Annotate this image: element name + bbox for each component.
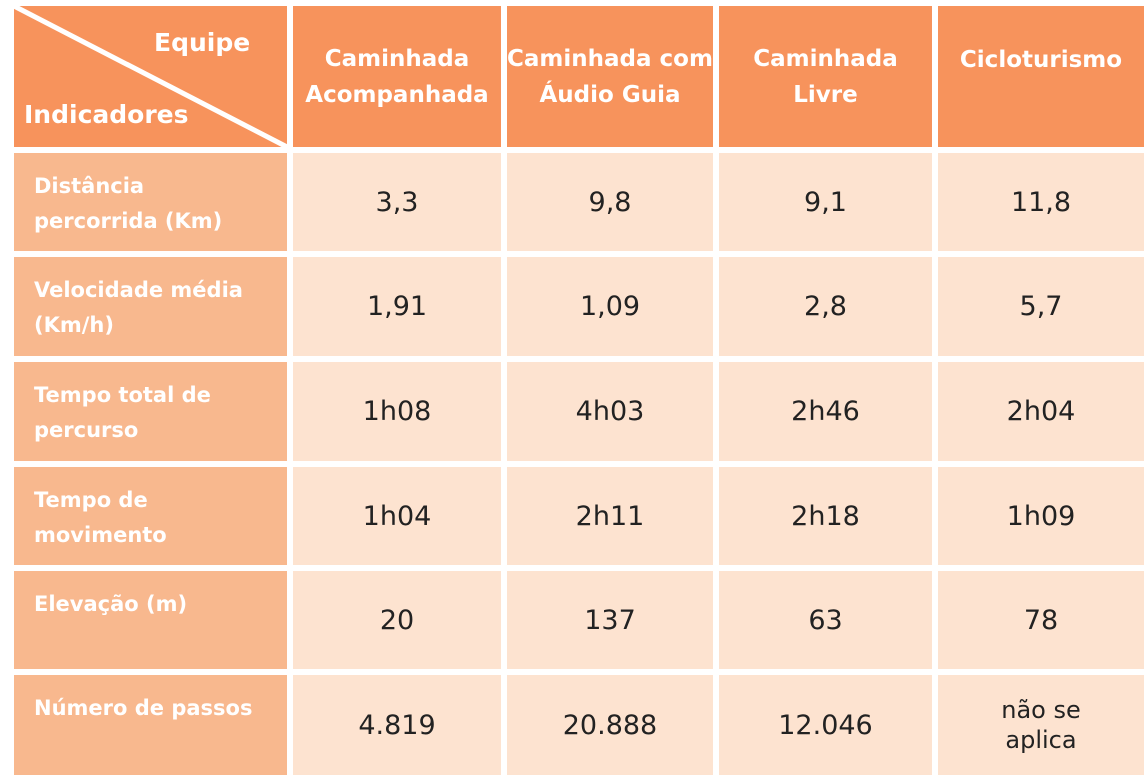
row-label: Velocidade média (Km/h) <box>14 257 287 356</box>
table-cell: 20.888 <box>507 675 713 775</box>
table-cell: 1,91 <box>293 257 501 356</box>
table-cell-line: aplica <box>1005 726 1077 754</box>
column-header-line: Áudio Guia <box>539 81 681 108</box>
table-cell: 4h03 <box>507 362 713 461</box>
table-cell: 12.046 <box>719 675 932 775</box>
table-corner-header: Equipe Indicadores <box>14 6 287 147</box>
table-cell: 1h04 <box>293 467 501 565</box>
table-cell: 2h04 <box>938 362 1144 461</box>
column-header-line: Cicloturismo <box>959 47 1123 73</box>
row-label: Tempo de movimento <box>14 467 287 565</box>
column-header: Caminhada Livre <box>719 6 932 147</box>
row-label: Número de passos <box>14 675 287 775</box>
table-cell: 2h18 <box>719 467 932 565</box>
table-cell: 4.819 <box>293 675 501 775</box>
row-label-line: Tempo de <box>34 488 148 512</box>
table-cell: 1,09 <box>507 257 713 356</box>
table-cell-line: não se <box>1001 696 1081 724</box>
table-cell: 9,8 <box>507 153 713 251</box>
table-cell: 3,3 <box>293 153 501 251</box>
row-label-line: Elevação (m) <box>34 592 188 616</box>
table-cell: 1h09 <box>938 467 1144 565</box>
corner-label-team: Equipe <box>154 28 251 57</box>
row-label-line: percurso <box>34 418 139 442</box>
row-label-line: Velocidade média <box>34 278 243 302</box>
row-label: Elevação (m) <box>14 571 287 669</box>
table-cell: 5,7 <box>938 257 1144 356</box>
table-cell: 9,1 <box>719 153 932 251</box>
row-label: Tempo total de percurso <box>14 362 287 461</box>
table-cell: 63 <box>719 571 932 669</box>
table-cell: 137 <box>507 571 713 669</box>
row-label-line: (Km/h) <box>34 313 114 337</box>
table-cell: 1h08 <box>293 362 501 461</box>
row-label-line: Número de passos <box>34 696 253 720</box>
table-cell: 2h11 <box>507 467 713 565</box>
row-label-line: Distância <box>34 174 145 198</box>
table-cell: 11,8 <box>938 153 1144 251</box>
column-header: Cicloturismo <box>938 6 1144 147</box>
row-label-line: Tempo total de <box>34 383 211 407</box>
column-header-line: Caminhada <box>753 45 898 72</box>
row-label-line: movimento <box>34 523 167 547</box>
indicators-table: Equipe Indicadores Caminhada Acompanhada… <box>14 6 1144 775</box>
table-cell: 2,8 <box>719 257 932 356</box>
column-header: Caminhada com Áudio Guia <box>507 6 713 147</box>
column-header: Caminhada Acompanhada <box>293 6 501 147</box>
table-cell: 2h46 <box>719 362 932 461</box>
column-header-line: Livre <box>793 81 858 108</box>
row-label-line: percorrida (Km) <box>34 209 223 233</box>
table-cell: 78 <box>938 571 1144 669</box>
table-cell: 20 <box>293 571 501 669</box>
table-cell: não se aplica <box>938 675 1144 775</box>
column-header-line: Caminhada <box>324 45 470 72</box>
row-label: Distância percorrida (Km) <box>14 153 287 251</box>
column-header-line: Caminhada com <box>507 45 713 72</box>
diagonal-divider <box>14 6 287 147</box>
column-header-line: Acompanhada <box>305 81 489 108</box>
corner-label-indicators: Indicadores <box>24 100 189 129</box>
